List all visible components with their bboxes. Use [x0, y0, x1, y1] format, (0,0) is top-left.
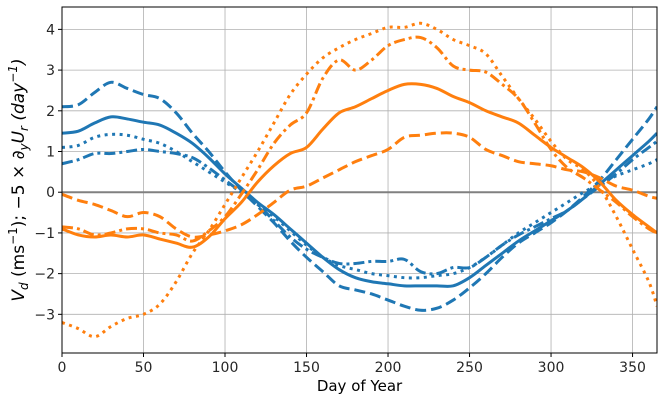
series-blue-dashed: [62, 80, 657, 312]
y-tick-label: 1: [46, 145, 55, 161]
y-tick-label: 3: [46, 63, 55, 79]
x-axis-label: Day of Year: [317, 377, 403, 395]
y-tick-label: −3: [34, 307, 55, 323]
series-group: [62, 21, 657, 339]
y-tick-label: 2: [46, 104, 55, 120]
x-tick-label: 50: [135, 360, 153, 376]
series-orange-dotted: [62, 21, 657, 339]
series-orange-solid: [62, 82, 657, 249]
y-tick-label: −2: [34, 267, 55, 283]
axis-ticks: 0 50 100 150 200 250 300 350 −3 −2 −1 0 1 2 3 4: [34, 22, 646, 376]
y-tick-label: 4: [46, 22, 55, 38]
series-blue-dotted: [62, 132, 657, 280]
grid: [61, 7, 657, 353]
x-tick-label: 150: [293, 360, 320, 376]
series-orange-dashdot: [62, 35, 657, 243]
plot-frame: [61, 6, 658, 354]
x-tick-label: 0: [58, 360, 67, 376]
y-tick-label: 0: [46, 185, 55, 201]
series-blue-dashdot: [62, 140, 657, 276]
x-tick-label: 300: [538, 360, 565, 376]
y-axis-label: Vd (ms−1); −5 × ∂yUr (day−1): [6, 58, 31, 301]
x-tick-label: 100: [212, 360, 239, 376]
x-tick-label: 350: [619, 360, 646, 376]
x-tick-label: 200: [375, 360, 402, 376]
x-tick-label: 250: [456, 360, 483, 376]
y-tick-label: −1: [34, 226, 55, 242]
series-orange-dashed: [62, 131, 657, 239]
